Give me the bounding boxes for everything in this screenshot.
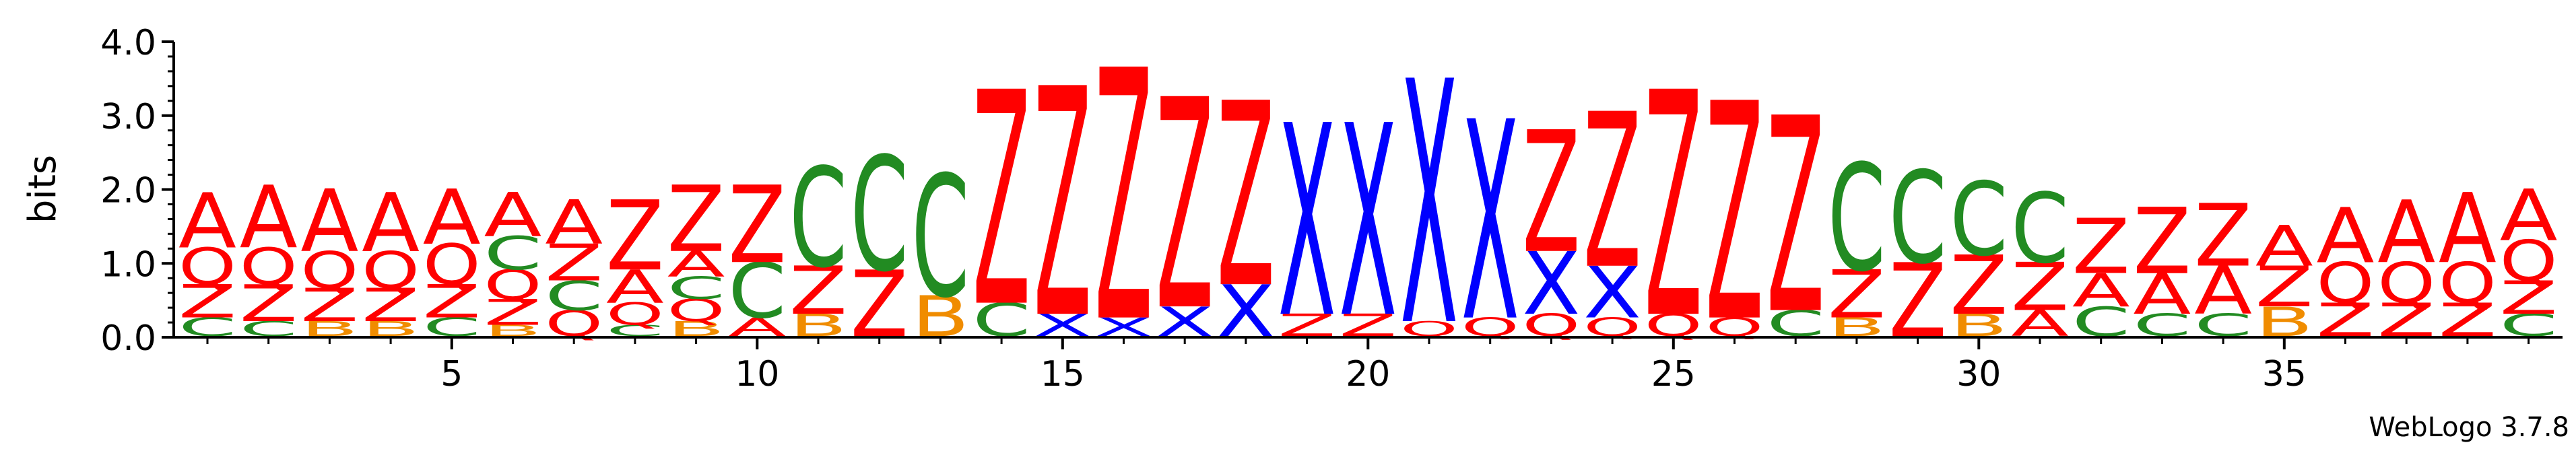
logo-letter-z: Z	[2072, 203, 2130, 291]
logo-letter-z: Z	[2133, 188, 2191, 295]
y-tick-label: 0.0	[100, 318, 156, 359]
x-tick-label: 25	[1651, 354, 1696, 394]
x-tick-label: 30	[1956, 354, 2001, 394]
logo-letter-z: Z	[1706, 40, 1764, 388]
logo-letter-a: A	[2439, 173, 2497, 285]
logo-letter-a: A	[545, 187, 603, 258]
logo-letter-z: Z	[1217, 50, 1275, 345]
logo-letter-c: C	[1889, 146, 1947, 293]
logo-letter-a: A	[484, 180, 542, 251]
logo-letter-z: Z	[2194, 186, 2252, 286]
logo-letter-z: Z	[667, 166, 725, 273]
y-axis-ticks: 0.0 1.0 2.0 3.0 4.0	[100, 23, 174, 359]
logo-letter-z: Z	[1156, 40, 1214, 375]
logo-letter-z: Z	[1645, 28, 1703, 387]
x-tick-label: 35	[2262, 354, 2307, 394]
x-tick-label: 10	[735, 354, 779, 394]
logo-letter-c: C	[2011, 174, 2069, 285]
logo-letter-a: A	[423, 174, 481, 262]
logo-letter-x: X	[1339, 71, 1397, 376]
logo-letter-z: Z	[1583, 69, 1641, 316]
logo-letter-a: A	[2317, 192, 2375, 280]
y-tick-label: 4.0	[100, 23, 156, 63]
logo-letter-a: A	[2500, 174, 2558, 257]
logo-letter-a: A	[2255, 215, 2313, 279]
logo-letter-z: Z	[606, 180, 664, 292]
logo-letter-a: A	[178, 177, 236, 265]
x-axis-ticks: 5 10 15 20 25 30 35	[207, 337, 2529, 394]
logo-letter-a: A	[362, 176, 420, 271]
y-tick-label: 3.0	[100, 97, 156, 137]
logo-letter-a: A	[2377, 182, 2435, 282]
logo-letter-z: Z	[1034, 24, 1092, 388]
logo-letter-c: C	[1828, 133, 1886, 304]
logo-letter-c: C	[1950, 161, 2008, 279]
y-tick-label: 2.0	[100, 171, 156, 211]
logo-letter-a: A	[240, 167, 298, 267]
y-tick-label: 1.0	[100, 244, 156, 285]
x-tick-label: 15	[1041, 354, 1085, 394]
x-tick-label: 20	[1346, 354, 1390, 394]
weblogo-version-label: WebLogo 3.7.8	[2369, 412, 2569, 443]
logo-letter-c: C	[851, 124, 909, 306]
logo-letter-c: C	[911, 141, 969, 335]
logo-letter-z: Z	[728, 164, 786, 287]
logo-letter-a: A	[300, 171, 358, 271]
logo-letter-z: Z	[972, 30, 1030, 372]
x-tick-label: 5	[440, 354, 463, 394]
logo-letter-c: C	[789, 139, 847, 298]
logo-letter-x: X	[1278, 71, 1336, 376]
y-axis-label: bits	[21, 155, 65, 223]
logo-letter-x: X	[1461, 64, 1519, 382]
logo-letter-z: Z	[1766, 61, 1824, 374]
logo-letter-z: Z	[1522, 97, 1580, 291]
